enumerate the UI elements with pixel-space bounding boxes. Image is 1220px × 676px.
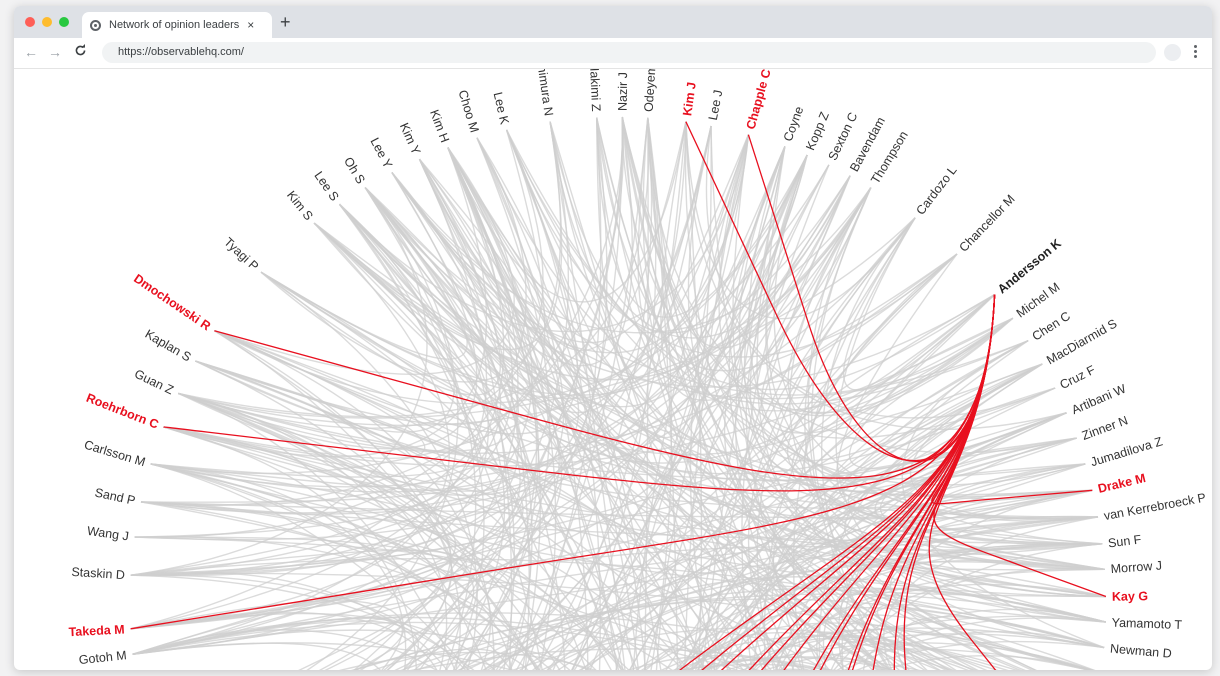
node-label[interactable]: Zinner N bbox=[1080, 413, 1130, 443]
node-label[interactable]: Lee Y bbox=[368, 135, 396, 171]
reload-icon[interactable] bbox=[74, 44, 87, 60]
node-label[interactable]: Kim Y bbox=[397, 121, 424, 158]
node-label[interactable]: Drake M bbox=[1097, 471, 1148, 496]
node-label[interactable]: Kim S bbox=[284, 188, 316, 223]
node-label[interactable]: Yamamoto T bbox=[1111, 616, 1182, 632]
network-chart: Gotoh M Takeda M Staskin D Wang J Sand P Carl… bbox=[68, 69, 1207, 670]
node-label[interactable]: Wang J bbox=[86, 524, 129, 544]
node-label[interactable]: Sand P bbox=[94, 485, 137, 507]
observable-favicon-icon bbox=[90, 19, 101, 31]
node-label[interactable]: Roehrborn C bbox=[84, 391, 160, 432]
node-label[interactable]: Kim J bbox=[680, 81, 699, 117]
tab-network-of-opinion-leaders[interactable]: Network of opinion leaders × bbox=[82, 12, 272, 38]
node-label[interactable]: Chapple C bbox=[744, 69, 774, 131]
node-label[interactable]: Oh S bbox=[341, 155, 368, 187]
node-label[interactable]: van Kerrebroeck P bbox=[1103, 491, 1207, 523]
node-label[interactable]: Staskin D bbox=[71, 565, 125, 582]
address-bar[interactable]: https://observablehq.com/ bbox=[102, 42, 1156, 63]
node-label[interactable]: Cruz F bbox=[1058, 363, 1098, 392]
node-label[interactable]: Yoshimura N bbox=[532, 69, 556, 117]
tab-close-icon[interactable]: × bbox=[247, 18, 255, 32]
node-label[interactable]: Artibani W bbox=[1069, 382, 1128, 418]
node-label[interactable]: Cardozo L bbox=[913, 163, 959, 217]
node-label[interactable]: Kim H bbox=[427, 108, 452, 145]
node-label[interactable]: Choo M bbox=[455, 88, 481, 134]
node-label[interactable]: Sahai A bbox=[1106, 667, 1151, 670]
gray-links bbox=[130, 116, 1107, 670]
node-label[interactable]: Chancellor M bbox=[956, 192, 1017, 255]
browser-window: Network of opinion leaders × + ← → https… bbox=[14, 6, 1212, 670]
tab-bar: Network of opinion leaders × + bbox=[14, 6, 1212, 38]
url-text[interactable]: https://observablehq.com/ bbox=[118, 46, 244, 58]
node-label[interactable]: Jumadilova Z bbox=[1089, 434, 1165, 469]
new-tab-button[interactable]: + bbox=[280, 12, 291, 32]
maximize-window-button[interactable] bbox=[59, 17, 69, 27]
page-content: Gotoh M Takeda M Staskin D Wang J Sand P Carl… bbox=[14, 69, 1212, 670]
minimize-window-button[interactable] bbox=[42, 17, 52, 27]
browser-toolbar: ← → https://observablehq.com/ bbox=[14, 38, 1212, 69]
node-label[interactable]: Hakimi Z bbox=[587, 69, 603, 112]
forward-arrow-icon[interactable]: → bbox=[48, 44, 62, 60]
node-label[interactable]: Lee J bbox=[706, 89, 726, 122]
node-label[interactable]: Kopp Z bbox=[803, 110, 832, 153]
node-label[interactable]: Dmochowski R bbox=[131, 271, 213, 333]
node-label[interactable]: Nazir J bbox=[616, 72, 630, 111]
node-label[interactable]: Carlsson M bbox=[82, 438, 147, 470]
node-label[interactable]: Tyagi P bbox=[221, 235, 261, 274]
node-label[interactable]: Chen C bbox=[1030, 309, 1073, 344]
node-label[interactable]: Lee K bbox=[491, 91, 512, 127]
node-label[interactable]: Kaplan S bbox=[143, 327, 194, 364]
node-label[interactable]: Takeda M bbox=[68, 622, 125, 639]
more-menu-icon[interactable] bbox=[1194, 45, 1198, 58]
node-label[interactable]: Odeyemi I bbox=[642, 69, 659, 112]
highlighted-links bbox=[130, 121, 1107, 670]
back-arrow-icon[interactable]: ← bbox=[24, 44, 38, 60]
profile-avatar[interactable] bbox=[1164, 44, 1181, 61]
node-label[interactable]: Lee S bbox=[311, 169, 341, 204]
node-label[interactable]: Newman D bbox=[1109, 642, 1172, 661]
node-label[interactable]: Kay G bbox=[1112, 589, 1148, 604]
node-label[interactable]: Coyne bbox=[781, 105, 807, 144]
node-label[interactable]: Gotoh M bbox=[78, 648, 127, 667]
node-label[interactable]: Guan Z bbox=[132, 367, 176, 398]
tab-title: Network of opinion leaders bbox=[109, 19, 240, 31]
node-label[interactable]: Morrow J bbox=[1110, 558, 1162, 576]
close-window-button[interactable] bbox=[25, 17, 35, 27]
node-label[interactable]: Sun F bbox=[1107, 532, 1142, 550]
